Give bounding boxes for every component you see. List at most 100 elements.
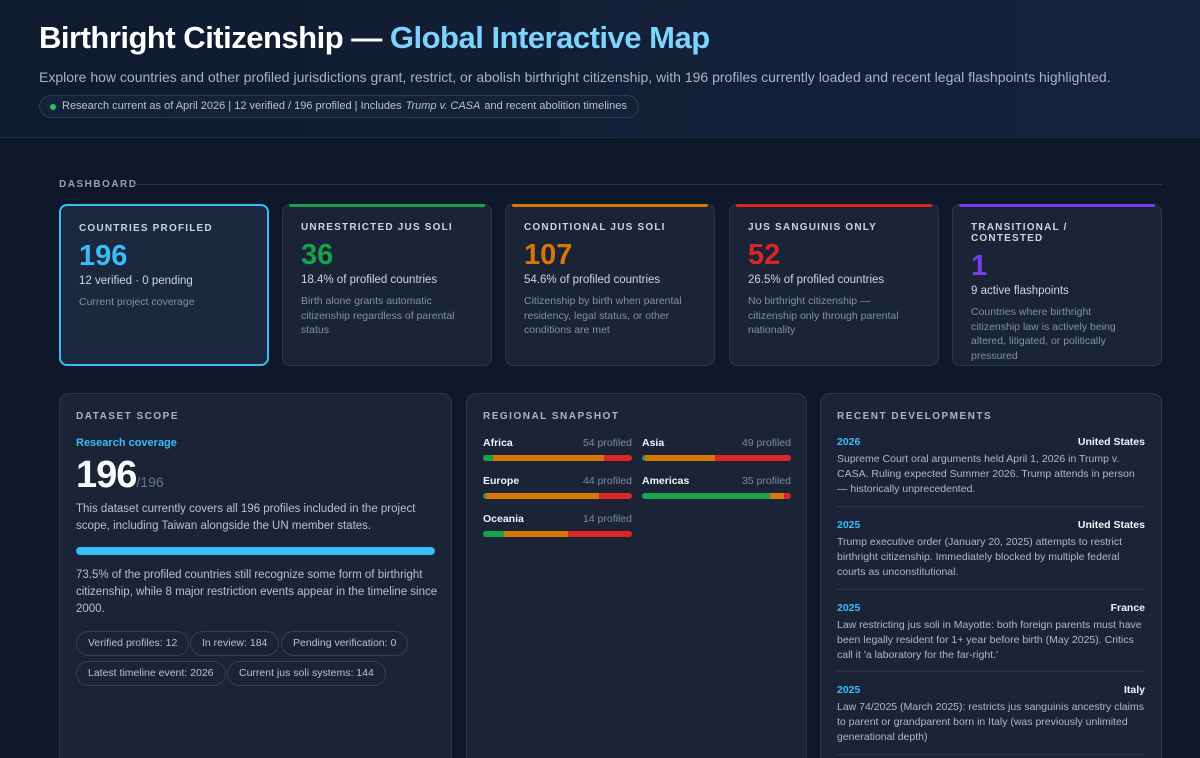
dashboard-divider [134,184,1162,185]
title-main: Birthright Citizenship — [39,20,390,55]
card-value: 196 [79,240,128,272]
sanguinis-segment [783,493,791,499]
region-asia[interactable]: Asia 49 profiled [642,437,791,461]
status-dot-icon [50,103,56,110]
coverage-count-value: 196 [76,454,137,496]
stat-card-countries-profiled[interactable]: COUNTRIES PROFILED 196 12 verified · 0 p… [59,204,269,366]
development-country: France [1110,602,1145,614]
sanguinis-segment [567,531,632,537]
card-sub: 54.6% of profiled countries [524,274,661,286]
card-desc: Countries where birthright citizenship l… [971,306,1116,362]
pill-text-pre: Research current as of April 2026 | 12 v… [62,100,402,112]
panel-title: RECENT DEVELOPMENTS [837,411,993,422]
card-sub: 18.4% of profiled countries [301,274,438,286]
research-status-pill: Research current as of April 2026 | 12 v… [39,95,639,118]
card-value: 107 [524,239,573,271]
region-americas[interactable]: Americas 35 profiled [642,475,791,499]
development-item[interactable]: 2025 United States Trump executive order … [837,519,1145,580]
development-text: Trump executive order (January 20, 2025)… [837,536,1122,578]
chip-verified-profiles: Verified profiles: 12 [76,631,190,656]
conditional-segment [503,531,568,537]
coverage-count: 196/196 [76,454,164,497]
chip-latest-timeline-event: Latest timeline event: 2026 [76,661,226,686]
development-item[interactable]: 2025 Italy Law 74/2025 (March 2025): rest… [837,684,1145,745]
pill-text-post: and recent abolition timelines [484,100,627,112]
card-accent-bar [959,204,1155,207]
region-name: Asia [642,437,665,449]
development-text: Supreme Court oral arguments held April … [837,453,1135,495]
recent-developments-panel: RECENT DEVELOPMENTS 2026 United States Su… [820,393,1162,758]
region-count: 44 profiled [582,475,632,487]
region-count: 49 profiled [741,437,791,449]
region-africa[interactable]: Africa 54 profiled [483,437,632,461]
card-label: TRANSITIONAL / CONTESTED [971,222,1068,244]
coverage-progress-fill [76,547,435,555]
divider [837,506,1145,507]
region-name: Americas [642,475,690,487]
stat-card-conditional-jus-soli[interactable]: CONDITIONAL JUS SOLI 107 54.6% of profil… [505,204,715,366]
page-subtitle: Explore how countries and other profiled… [39,69,1111,85]
development-country: United States [1077,519,1145,531]
chip-current-jus-soli-systems: Current jus soli systems: 144 [227,661,386,686]
dataset-scope-panel: DATASET SCOPE Research coverage 196/196 … [59,393,452,758]
region-oceania[interactable]: Oceania 14 profiled [483,513,632,537]
unrestricted-segment [483,531,504,537]
region-distribution-bar [642,455,791,461]
region-count: 54 profiled [582,437,632,449]
panel-title: REGIONAL SNAPSHOT [483,411,620,422]
page-title: Birthright Citizenship — Global Interact… [39,20,710,56]
unrestricted-segment [483,493,486,499]
stat-card-transitional-contested[interactable]: TRANSITIONAL / CONTESTED 1 9 active flas… [952,204,1162,366]
region-distribution-bar [642,493,791,499]
coverage-progress-bar [76,547,435,555]
development-text: Law 74/2025 (March 2025): restricts jus … [837,701,1144,743]
research-coverage-label: Research coverage [76,437,177,449]
development-item[interactable]: 2025 France Law restricting jus soli in M… [837,602,1145,663]
divider [837,671,1145,672]
region-europe[interactable]: Europe 44 profiled [483,475,632,499]
card-desc: Current project coverage [79,296,195,308]
unrestricted-segment [483,455,494,461]
dashboard-label: DASHBOARD [59,179,138,190]
conditional-segment [644,455,715,461]
development-text: Law restricting jus soli in Mayotte: bot… [837,619,1142,661]
chip-in-review: In review: 184 [190,631,280,656]
region-name: Oceania [483,513,524,525]
panel-title: DATASET SCOPE [76,411,180,422]
conditional-segment [493,455,604,461]
development-year: 2025 [837,519,861,531]
sanguinis-segment [603,455,632,461]
card-value: 1 [971,250,988,282]
card-label: JUS SANGUINIS ONLY [748,222,878,233]
unrestricted-segment [642,455,645,461]
coverage-total: /196 [136,474,164,490]
chip-pending-verification: Pending verification: 0 [281,631,409,656]
title-accent: Global Interactive Map [389,20,710,55]
unrestricted-segment [642,493,771,499]
development-country: Italy [1123,684,1145,696]
divider [837,754,1145,755]
scope-description: This dataset currently covers all 196 pr… [76,503,416,532]
card-label: COUNTRIES PROFILED [79,223,213,234]
development-year: 2026 [837,436,861,448]
card-sub: 12 verified · 0 pending [79,275,193,287]
development-item[interactable]: 2026 United States Supreme Court oral arg… [837,436,1145,497]
region-count: 35 profiled [741,475,791,487]
card-accent-bar [736,204,932,207]
card-value: 36 [301,239,334,271]
region-name: Africa [483,437,513,449]
pill-case-name: Trump v. CASA [405,100,481,112]
development-country: United States [1077,436,1145,448]
development-year: 2025 [837,684,861,696]
sanguinis-segment [599,493,632,499]
divider [837,589,1145,590]
card-accent-bar [289,204,485,207]
sanguinis-segment [714,455,791,461]
card-sub: 26.5% of profiled countries [748,274,885,286]
stat-card-jus-sanguinis-only[interactable]: JUS SANGUINIS ONLY 52 26.5% of profiled … [729,204,939,366]
region-distribution-bar [483,531,632,537]
card-value: 52 [748,239,781,271]
card-label: UNRESTRICTED JUS SOLI [301,222,453,233]
conditional-segment [770,493,784,499]
stat-card-unrestricted-jus-soli[interactable]: UNRESTRICTED JUS SOLI 36 18.4% of profil… [282,204,492,366]
